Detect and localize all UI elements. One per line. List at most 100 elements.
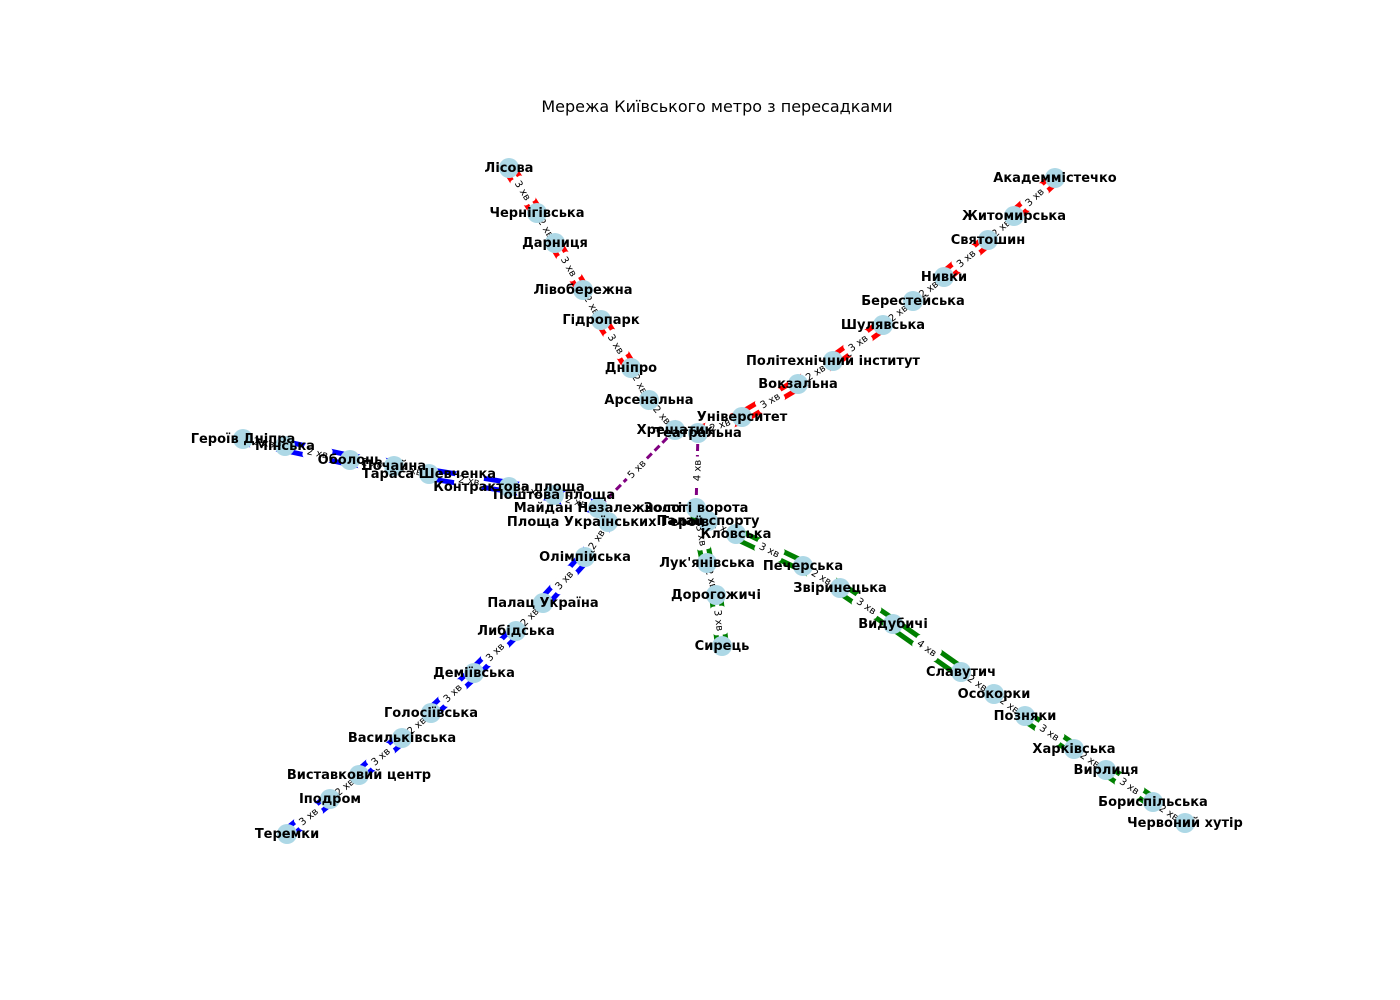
station-label: Харківська (1032, 742, 1115, 757)
station-label: Політехнічний інститут (746, 354, 920, 369)
station-node-либідська[interactable] (506, 621, 526, 641)
travel-time-label: 2 хв (457, 474, 480, 488)
station-label: Почайна (362, 459, 426, 474)
travel-time-badge: 3 хв (603, 329, 629, 359)
station-label: Васильківська (348, 731, 456, 746)
station-node-гідропарк[interactable] (591, 310, 611, 330)
station-label: Сирець (695, 639, 750, 654)
travel-time-box (454, 471, 484, 490)
station-node-лівобережна[interactable] (573, 280, 593, 300)
station-label: Мінська (255, 439, 315, 454)
station-node-лукянівська[interactable] (697, 553, 717, 573)
station-label: Золоті ворота (644, 501, 749, 516)
station-label: Палац Україна (487, 596, 598, 611)
station-node-площа-українських-героїв[interactable] (598, 512, 618, 532)
station-node-червоний-хутір[interactable] (1175, 813, 1195, 833)
station-node-вокзальна[interactable] (788, 374, 808, 394)
station-node-теремки[interactable] (277, 824, 297, 844)
station-node-нивки[interactable] (934, 267, 954, 287)
station-node-харківська[interactable] (1064, 739, 1084, 759)
travel-time-box (603, 329, 629, 359)
station-node-оболонь[interactable] (340, 450, 360, 470)
station-node-театральна[interactable] (688, 423, 708, 443)
station-node-політехнічний-інститут[interactable] (823, 351, 843, 371)
travel-time-label: 2 хв (361, 457, 384, 471)
travel-time-badge: 2 хв (396, 460, 427, 480)
station-label: Житомирська (962, 209, 1066, 224)
travel-time-badge: 3 хв (556, 251, 582, 282)
station-label: Лісова (485, 161, 534, 176)
station-node-звіринецька[interactable] (830, 578, 850, 598)
transfer-time-box (689, 456, 705, 485)
station-node-позняки[interactable] (1015, 706, 1035, 726)
station-node-палац-спорту[interactable] (698, 511, 718, 531)
travel-time-box (754, 538, 785, 562)
station-label: Вирлиця (1074, 763, 1139, 778)
station-node-університет[interactable] (732, 407, 752, 427)
station-node-бориспільська[interactable] (1143, 792, 1163, 812)
station-label: Театральна (654, 426, 742, 441)
station-node-мінська[interactable] (275, 436, 295, 456)
map-title: Мережа Київського метро з пересадками (541, 97, 892, 116)
station-node-почайна[interactable] (384, 456, 404, 476)
station-label: Кловська (701, 527, 772, 542)
station-node-олімпійська[interactable] (575, 547, 595, 567)
travel-time-badge: 3 хв (851, 593, 882, 619)
station-node-деміївська[interactable] (464, 663, 484, 683)
travel-time-label: 2 хв (520, 485, 543, 500)
travel-time-box (480, 637, 510, 667)
station-node-святошин[interactable] (978, 230, 998, 250)
station-node-героїв-дніпра[interactable] (233, 429, 253, 449)
station-label: Арсенальна (604, 393, 693, 408)
station-node-золоті-ворота[interactable] (686, 498, 706, 518)
station-node-берестейська[interactable] (903, 291, 923, 311)
station-node-славутич[interactable] (951, 662, 971, 682)
travel-time-box (1034, 719, 1065, 746)
travel-time-box (1114, 773, 1145, 799)
station-label: Теремки (255, 827, 319, 842)
station-node-академмістечко[interactable] (1045, 168, 1065, 188)
travel-time-box (754, 387, 786, 414)
station-node-дорогожичі[interactable] (706, 585, 726, 605)
station-layer (233, 158, 1195, 844)
station-node-печерська[interactable] (793, 556, 813, 576)
station-node-хрещатик[interactable] (665, 420, 685, 440)
travel-time-box (438, 679, 467, 707)
station-label: Університет (697, 410, 788, 425)
station-node-тараса-шевченка[interactable] (419, 464, 439, 484)
station-node-видубичі[interactable] (883, 614, 903, 634)
travel-time-badge: 2 хв (454, 471, 484, 490)
station-label: Видубичі (858, 617, 928, 632)
travel-time-badge: 3 хв (843, 329, 873, 357)
station-node-осокорки[interactable] (984, 684, 1004, 704)
station-node-контрактова-площа[interactable] (499, 477, 519, 497)
station-node-шулявська[interactable] (873, 315, 893, 335)
station-node-сирець[interactable] (712, 636, 732, 656)
station-node-кловська[interactable] (726, 524, 746, 544)
station-node-дніпро[interactable] (621, 358, 641, 378)
travel-time-box (366, 742, 395, 771)
station-node-чернігівська[interactable] (527, 203, 547, 223)
station-node-вирлиця[interactable] (1096, 760, 1116, 780)
travel-time-badge: 3 хв (710, 605, 728, 636)
station-label: Осокорки (958, 687, 1031, 702)
station-node-житомирська[interactable] (1004, 206, 1024, 226)
station-node-дарниця[interactable] (545, 233, 565, 253)
travel-time-box (912, 634, 942, 662)
station-node-васильківська[interactable] (392, 728, 412, 748)
station-label: Славутич (926, 665, 996, 680)
station-node-палац-україна[interactable] (533, 593, 553, 613)
travel-time-badge: 2 хв (357, 454, 387, 472)
station-node-іподром[interactable] (320, 789, 340, 809)
station-node-голосіївська[interactable] (421, 703, 441, 723)
station-node-лісова[interactable] (499, 158, 519, 178)
station-label: Шулявська (841, 318, 925, 333)
station-node-виставковий-центр[interactable] (349, 765, 369, 785)
station-label: Іподром (299, 792, 361, 807)
station-label: Лівобережна (533, 283, 632, 298)
station-node-арсенальна[interactable] (639, 390, 659, 410)
station-label: Либідська (477, 624, 554, 639)
station-node-майдан-незалежності[interactable] (588, 498, 608, 518)
travel-time-badge: 2 хв (516, 481, 547, 501)
station-node-поштова-площа[interactable] (544, 485, 564, 505)
